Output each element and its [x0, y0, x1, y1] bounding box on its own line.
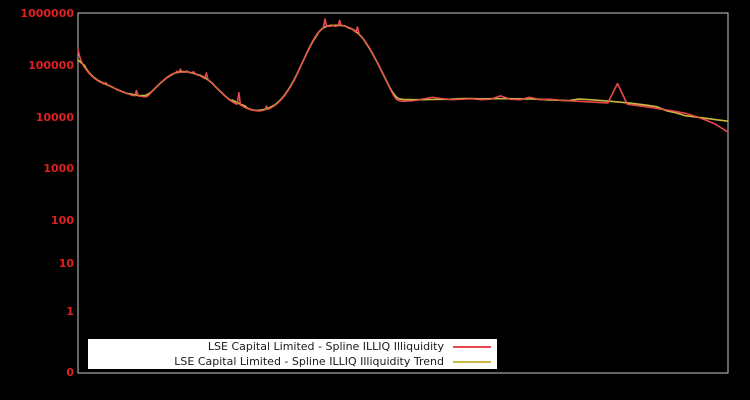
legend-entry-swatch [453, 345, 491, 348]
chart-legend: LSE Capital Limited - Spline ILLIQ Illiq… [88, 339, 497, 369]
y-axis-tick-label: 10 [58, 256, 74, 270]
data-series-layer [77, 18, 729, 133]
legend-entry-label: LSE Capital Limited - Spline ILLIQ Illiq… [174, 355, 444, 368]
plot-background [78, 13, 728, 373]
y-axis-tick-label: 100 [51, 213, 74, 227]
legend-entry: LSE Capital Limited - Spline ILLIQ Illiq… [88, 354, 497, 369]
legend-entry-swatch [453, 360, 491, 363]
y-axis-tick-label: 1000 [43, 162, 74, 175]
legend-entry: LSE Capital Limited - Spline ILLIQ Illiq… [88, 339, 497, 354]
y-axis-tick-label: 1 [66, 305, 74, 318]
y-axis-tick-label: 10000 [35, 110, 74, 124]
y-axis-tick-label: 0 [66, 366, 74, 379]
y-axis-tick-labels: 1000000 100000 10000 1000 100 10 1 0 [0, 0, 74, 400]
legend-entry-label: LSE Capital Limited - Spline ILLIQ Illiq… [207, 340, 444, 353]
series-line-illiquidity-overlay [77, 18, 729, 133]
plot-frame [77, 12, 729, 374]
y-axis-tick-label: 100000 [28, 58, 74, 72]
y-axis-tick-label: 1000000 [20, 7, 74, 20]
